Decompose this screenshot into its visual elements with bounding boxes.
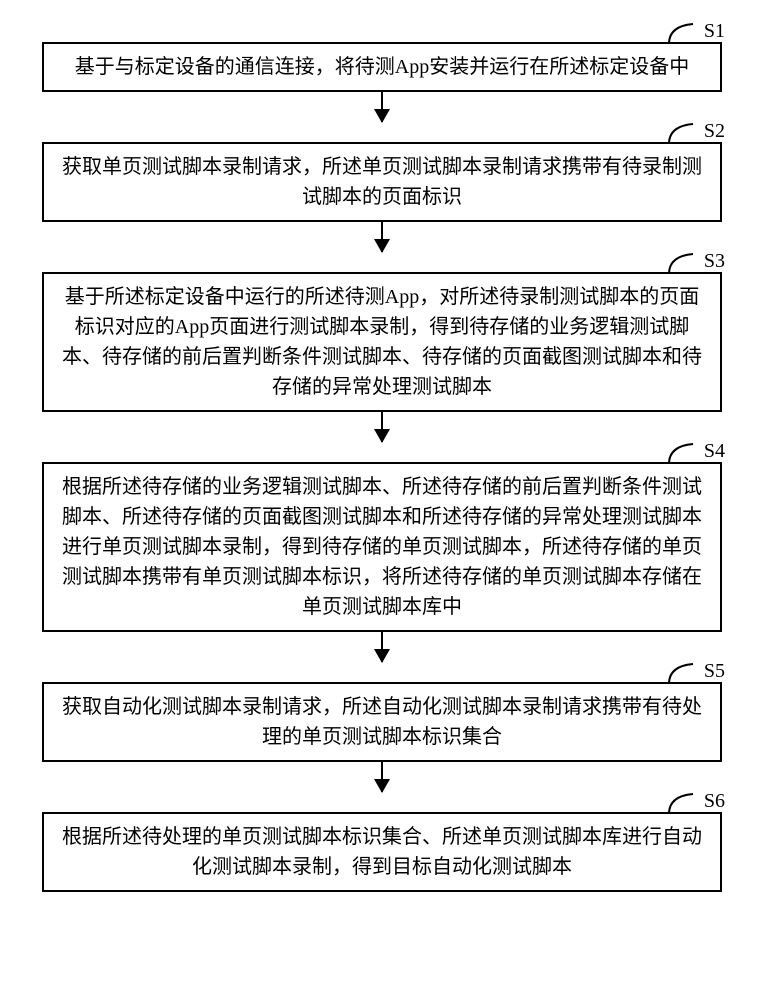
label-connector-icon — [667, 662, 695, 684]
flowchart-container: S1基于与标定设备的通信连接，将待测App安装并运行在所述标定设备中S2获取单页… — [30, 20, 734, 892]
step-text: 根据所述待存储的业务逻辑测试脚本、所述待存储的前后置判断条件测试脚本、所述待存储… — [56, 472, 708, 622]
step-label-s5: S5 — [704, 656, 725, 686]
label-connector-icon — [667, 442, 695, 464]
flow-arrow-icon — [381, 92, 383, 122]
label-connector-icon — [667, 122, 695, 144]
flow-step-s2: S2获取单页测试脚本录制请求，所述单页测试脚本录制请求携带有待录制测试脚本的页面… — [42, 142, 722, 222]
flow-arrow-icon — [381, 762, 383, 792]
step-text: 基于所述标定设备中运行的所述待测App，对所述待录制测试脚本的页面标识对应的Ap… — [56, 282, 708, 402]
step-label-s3: S3 — [704, 246, 725, 276]
step-text: 获取自动化测试脚本录制请求，所述自动化测试脚本录制请求携带有待处理的单页测试脚本… — [56, 692, 708, 752]
step-text: 根据所述待处理的单页测试脚本标识集合、所述单页测试脚本库进行自动化测试脚本录制，… — [56, 822, 708, 882]
flow-step-s5: S5获取自动化测试脚本录制请求，所述自动化测试脚本录制请求携带有待处理的单页测试… — [42, 682, 722, 762]
flow-step-s1: S1基于与标定设备的通信连接，将待测App安装并运行在所述标定设备中 — [42, 42, 722, 92]
flow-step-s3: S3基于所述标定设备中运行的所述待测App，对所述待录制测试脚本的页面标识对应的… — [42, 272, 722, 412]
flow-step-s6: S6根据所述待处理的单页测试脚本标识集合、所述单页测试脚本库进行自动化测试脚本录… — [42, 812, 722, 892]
step-text: 获取单页测试脚本录制请求，所述单页测试脚本录制请求携带有待录制测试脚本的页面标识 — [56, 152, 708, 212]
label-connector-icon — [667, 792, 695, 814]
flow-step-s4: S4根据所述待存储的业务逻辑测试脚本、所述待存储的前后置判断条件测试脚本、所述待… — [42, 462, 722, 632]
flow-arrow-icon — [381, 222, 383, 252]
step-text: 基于与标定设备的通信连接，将待测App安装并运行在所述标定设备中 — [56, 52, 708, 82]
flow-arrow-icon — [381, 632, 383, 662]
step-label-s1: S1 — [704, 16, 725, 46]
label-connector-icon — [667, 22, 695, 44]
step-label-s4: S4 — [704, 436, 725, 466]
step-label-s2: S2 — [704, 116, 725, 146]
label-connector-icon — [667, 252, 695, 274]
flow-arrow-icon — [381, 412, 383, 442]
step-label-s6: S6 — [704, 786, 725, 816]
